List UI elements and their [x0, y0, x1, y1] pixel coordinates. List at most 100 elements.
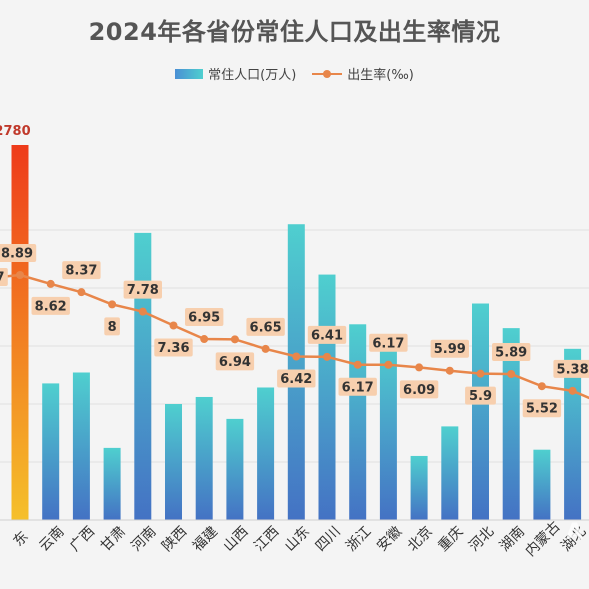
legend-item-birth-rate[interactable]: 出生率(‰)	[312, 64, 414, 83]
x-tick-label: 河南	[128, 524, 159, 555]
legend-line-swatch	[312, 69, 343, 79]
birth-rate-point[interactable]	[16, 271, 24, 279]
population-bar[interactable]	[379, 340, 397, 520]
population-bar[interactable]	[318, 274, 336, 520]
x-tick-label: 广西	[67, 524, 98, 555]
birth-rate-data-label-partial-bg	[0, 268, 8, 286]
birth-rate-data-label: 8.62	[35, 299, 67, 314]
population-bar[interactable]	[72, 372, 90, 520]
birth-rate-point[interactable]	[261, 344, 270, 353]
birth-rate-point[interactable]	[507, 370, 516, 378]
population-bar[interactable]	[134, 232, 152, 520]
birth-rate-point[interactable]	[415, 363, 424, 372]
birth-rate-data-label: 6.42	[280, 372, 312, 387]
population-bar[interactable]	[472, 303, 489, 520]
birth-rate-data-label: 8	[108, 320, 117, 335]
population-bar[interactable]	[42, 383, 60, 520]
birth-rate-data-label-bg	[215, 352, 255, 371]
legend-bar-swatch	[175, 68, 204, 79]
population-bar[interactable]	[226, 418, 244, 520]
birth-rate-data-label: 5.99	[434, 342, 466, 357]
birth-rate-data-label-bg	[553, 359, 589, 378]
birth-rate-point[interactable]	[108, 300, 117, 309]
population-bar[interactable]	[349, 324, 367, 520]
x-tick-label: 陕西	[159, 524, 190, 555]
watermark-text: A	[565, 520, 583, 545]
x-tick-label: 甘肃	[98, 524, 129, 555]
legend: 常住人口(万人) 出生率(‰)	[0, 64, 589, 83]
x-tick-label: 浙江	[343, 524, 374, 555]
population-bar[interactable]	[410, 455, 428, 520]
x-tick-label: 北京	[405, 524, 436, 555]
birth-rate-data-label: 7.78	[127, 283, 159, 298]
birth-rate-line	[0, 273, 589, 400]
birth-rate-data-label: 6.41	[311, 328, 343, 343]
x-tick-label: 云南	[36, 524, 67, 555]
x-tick-label: 江西	[251, 524, 282, 555]
birth-rate-data-label-bg	[465, 386, 496, 405]
birth-rate-point[interactable]	[384, 360, 393, 369]
birth-rate-point[interactable]	[46, 279, 55, 288]
birth-rate-point[interactable]	[292, 352, 301, 361]
birth-rate-data-label: 8.89	[1, 247, 33, 262]
birth-rate-data-label-bg	[277, 369, 316, 388]
legend-label-population: 常住人口(万人)	[208, 68, 297, 83]
birth-rate-data-label: 7.36	[157, 341, 189, 356]
population-bar[interactable]	[103, 447, 121, 520]
birth-rate-data-label-partial: 7	[0, 271, 5, 286]
x-tick-label: 安徽	[374, 524, 405, 555]
birth-rate-data-label-bg	[338, 377, 377, 396]
birth-rate-data-label-bg	[0, 244, 37, 262]
birth-rate-data-label-bg	[492, 343, 531, 361]
birth-rate-point[interactable]	[476, 369, 485, 378]
birth-rate-data-label: 5.9	[469, 389, 492, 404]
x-tick-label: 河北	[466, 524, 497, 555]
legend-item-population[interactable]: 常住人口(万人)	[175, 64, 296, 83]
birth-rate-point[interactable]	[200, 335, 209, 344]
birth-rate-data-label-bg	[31, 296, 70, 315]
population-bar[interactable]	[257, 387, 275, 520]
birth-rate-data-label-bg	[369, 333, 408, 352]
x-tick-label: 四川	[313, 524, 344, 555]
birth-rate-data-label-bg	[154, 338, 193, 357]
population-data-label: 12780	[0, 124, 31, 139]
birth-rate-data-label-bg	[307, 325, 347, 344]
birth-rate-data-label: 6.17	[342, 380, 374, 395]
birth-rate-point[interactable]	[353, 360, 362, 369]
population-bar[interactable]	[165, 404, 182, 520]
birth-rate-data-label-bg	[246, 317, 285, 336]
birth-rate-point[interactable]	[568, 386, 577, 395]
birth-rate-data-label-bg	[104, 317, 120, 336]
x-tick-label: 东	[11, 529, 32, 550]
population-bar[interactable]	[441, 426, 459, 520]
birth-rate-point[interactable]	[138, 307, 147, 316]
birth-rate-data-label: 8.37	[65, 264, 97, 279]
birth-rate-data-label-bg	[522, 399, 562, 418]
birth-rate-point[interactable]	[77, 288, 86, 297]
birth-rate-data-label: 6.65	[250, 320, 282, 335]
birth-rate-data-label: 5.38	[557, 362, 589, 377]
x-tick-label: 福建	[190, 524, 221, 555]
birth-rate-data-label-bg	[185, 308, 224, 327]
x-tick-label: 内蒙古	[523, 519, 564, 560]
birth-rate-point[interactable]	[323, 352, 331, 361]
legend-label-birth-rate: 出生率(‰)	[347, 68, 414, 83]
birth-rate-point[interactable]	[445, 366, 454, 375]
x-tick-label: 重庆	[435, 524, 466, 555]
birth-rate-data-label-bg	[430, 339, 469, 358]
birth-rate-data-label-bg	[123, 280, 162, 299]
birth-rate-data-label: 5.52	[526, 402, 558, 417]
population-bar[interactable]	[195, 396, 213, 520]
birth-rate-data-label: 6.95	[188, 311, 220, 326]
birth-rate-point[interactable]	[537, 382, 546, 391]
population-bar[interactable]	[11, 145, 29, 520]
birth-rate-point[interactable]	[169, 321, 178, 330]
x-tick-label: 山东	[282, 524, 313, 555]
birth-rate-point[interactable]	[230, 335, 239, 344]
population-bar[interactable]	[533, 449, 551, 520]
x-tick-label: 山西	[221, 524, 252, 555]
birth-rate-data-label: 6.17	[372, 336, 404, 351]
birth-rate-data-label-bg	[62, 261, 101, 280]
chart-title: 2024年各省份常住人口及出生率情况	[88, 18, 501, 46]
